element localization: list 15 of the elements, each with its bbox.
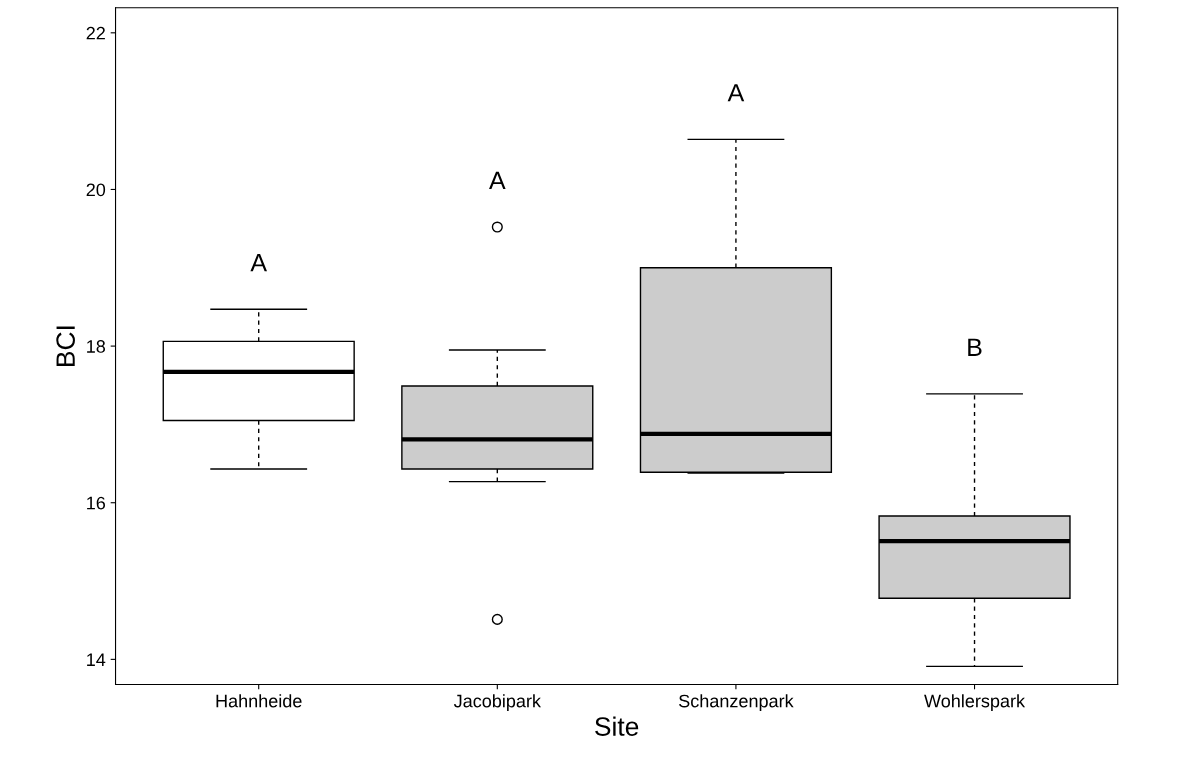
y-tick-label: 16: [87, 496, 106, 510]
x-tick-label: Wohlerspark: [924, 694, 1026, 711]
annotation: B: [968, 338, 982, 356]
y-tick-label: 18: [87, 340, 106, 353]
annotation: A: [727, 84, 745, 102]
x-tick-label: Schanzenpark: [679, 694, 794, 711]
y-axis-title: BCI: [56, 326, 75, 366]
x-tick-label: Hahnheide: [216, 694, 302, 708]
annotation: A: [489, 171, 506, 190]
y-tick-label: 14: [87, 653, 106, 666]
y-tick-label: 22: [86, 26, 105, 40]
x-axis-title: Site: [595, 716, 639, 736]
y-tick-label: 20: [86, 183, 106, 197]
annotation: A: [250, 254, 267, 272]
x-tick-label: Jacobipark: [453, 694, 541, 711]
